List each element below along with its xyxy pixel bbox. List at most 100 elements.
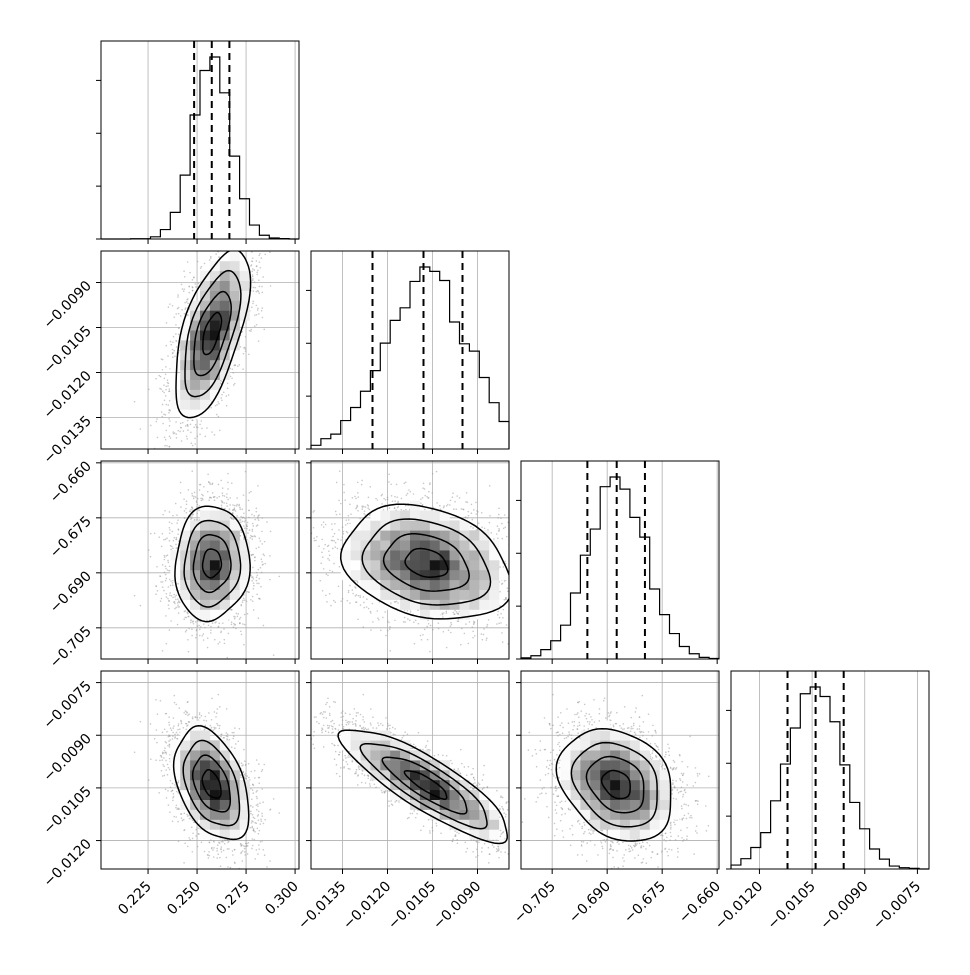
sample-point bbox=[394, 801, 396, 803]
sample-point bbox=[440, 832, 442, 835]
sample-point bbox=[331, 528, 333, 531]
density-cell bbox=[350, 569, 361, 581]
density-cell bbox=[429, 520, 440, 531]
sample-point bbox=[278, 812, 281, 814]
sample-point bbox=[234, 727, 236, 729]
sample-point bbox=[256, 309, 259, 311]
density-cell bbox=[560, 750, 571, 761]
sample-point bbox=[367, 496, 370, 499]
sample-point bbox=[261, 543, 264, 545]
sample-point bbox=[591, 718, 593, 721]
sample-point bbox=[518, 574, 520, 576]
density-cell bbox=[489, 579, 500, 590]
sample-point bbox=[536, 570, 538, 572]
sample-point bbox=[431, 472, 434, 475]
sample-point bbox=[160, 769, 163, 772]
sample-point bbox=[390, 800, 392, 802]
sample-point bbox=[297, 575, 299, 577]
sample-point bbox=[233, 848, 236, 851]
contour-line bbox=[182, 739, 241, 827]
sample-point bbox=[480, 851, 483, 853]
sample-point bbox=[580, 840, 583, 843]
density-cell bbox=[219, 550, 230, 561]
sample-point bbox=[219, 856, 221, 859]
sample-point bbox=[240, 762, 243, 765]
density-cell bbox=[219, 760, 230, 771]
sample-point bbox=[172, 514, 174, 517]
sample-point bbox=[169, 811, 171, 813]
sample-point bbox=[667, 743, 669, 746]
density-cell bbox=[469, 530, 480, 541]
density-cell bbox=[439, 510, 450, 521]
sample-point bbox=[234, 616, 236, 618]
sample-point bbox=[548, 764, 551, 766]
sample-point bbox=[460, 643, 462, 646]
sample-point bbox=[500, 796, 502, 799]
sample-point bbox=[569, 828, 571, 830]
sample-point bbox=[511, 857, 513, 859]
sample-point bbox=[361, 727, 363, 729]
density-cell bbox=[180, 569, 191, 581]
sample-point bbox=[540, 867, 542, 869]
joint-body bbox=[521, 693, 710, 869]
sample-point bbox=[211, 249, 213, 251]
sample-point bbox=[563, 884, 565, 886]
marginal-panel-3: −0.0120−0.0105−0.0090−0.0075 bbox=[712, 670, 930, 933]
sample-point bbox=[450, 759, 452, 762]
sample-point bbox=[533, 576, 535, 578]
density-cell bbox=[459, 550, 470, 561]
sample-point bbox=[350, 513, 352, 515]
sample-point bbox=[202, 499, 204, 501]
density-cell bbox=[479, 569, 490, 581]
sample-point bbox=[677, 847, 679, 850]
axes-frame bbox=[100, 670, 300, 870]
sample-point bbox=[185, 713, 187, 716]
sample-point bbox=[175, 594, 178, 597]
sample-point bbox=[664, 847, 667, 850]
density-cell bbox=[649, 779, 660, 791]
sample-point bbox=[511, 564, 513, 566]
sample-point bbox=[169, 584, 172, 587]
density-cell bbox=[469, 799, 480, 810]
sample-point bbox=[243, 643, 245, 646]
density-cell bbox=[400, 740, 411, 751]
sample-point bbox=[592, 830, 594, 832]
sample-point bbox=[512, 850, 514, 852]
density-cell bbox=[629, 799, 641, 810]
sample-point bbox=[468, 621, 471, 623]
sample-point bbox=[179, 430, 181, 433]
sample-point bbox=[515, 597, 517, 599]
sample-point bbox=[261, 307, 264, 309]
sample-point bbox=[312, 526, 315, 529]
sample-point bbox=[375, 727, 378, 729]
sample-point bbox=[623, 860, 625, 862]
density-cell bbox=[190, 530, 201, 541]
sample-point bbox=[251, 538, 254, 540]
sample-point bbox=[239, 346, 242, 348]
sample-point bbox=[608, 852, 611, 855]
density-cell bbox=[580, 789, 591, 800]
density-cell bbox=[629, 770, 641, 781]
density-cell bbox=[209, 809, 221, 820]
sample-point bbox=[255, 849, 258, 851]
density-cell bbox=[239, 789, 250, 800]
sample-point bbox=[205, 720, 208, 722]
sample-point bbox=[195, 501, 198, 504]
sample-point bbox=[164, 712, 167, 715]
marginal-panel-2 bbox=[516, 460, 720, 664]
sample-point bbox=[233, 617, 236, 620]
sample-point bbox=[269, 251, 271, 254]
sample-point bbox=[326, 724, 329, 727]
sample-point bbox=[556, 753, 558, 756]
sample-point bbox=[215, 253, 217, 255]
sample-point bbox=[183, 517, 186, 519]
sample-point bbox=[256, 815, 259, 817]
density-cell bbox=[429, 589, 440, 600]
sample-point bbox=[370, 708, 372, 710]
sample-point bbox=[503, 514, 506, 516]
sample-point bbox=[640, 845, 643, 847]
sample-point bbox=[610, 840, 612, 843]
sample-point bbox=[168, 744, 171, 746]
density-cell bbox=[570, 760, 581, 771]
sample-point bbox=[253, 535, 256, 537]
